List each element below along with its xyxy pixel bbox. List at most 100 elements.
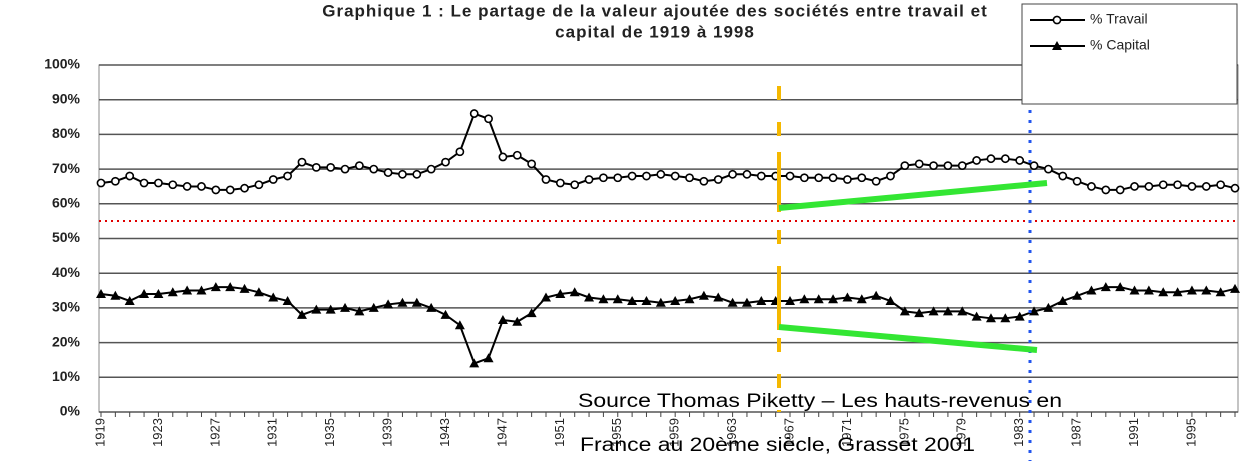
point (1130, 182, 1139, 191)
point (412, 169, 422, 179)
y-tick-label: 90% (52, 90, 81, 106)
point (570, 180, 580, 190)
point (1072, 176, 1082, 186)
point (340, 302, 351, 312)
point (296, 309, 307, 319)
point (1100, 282, 1111, 292)
point (1115, 185, 1125, 195)
point (282, 295, 293, 305)
point (871, 290, 882, 300)
point (685, 173, 694, 183)
y-tick-label: 80% (52, 125, 81, 141)
point (1172, 287, 1183, 297)
point (698, 290, 709, 300)
point (526, 308, 537, 318)
point (727, 297, 738, 307)
point (354, 306, 365, 316)
x-tick-label: 1939 (380, 418, 395, 447)
point (828, 294, 839, 304)
point (383, 168, 393, 177)
point (1014, 311, 1025, 321)
point (627, 295, 638, 305)
trend-line (778, 324, 1038, 353)
point (957, 161, 967, 171)
source-note: Source Thomas Piketty – Les hauts-revenu… (578, 391, 1062, 412)
x-tick-label: 1971 (839, 418, 854, 447)
point (713, 292, 724, 302)
y-tick-label: 50% (52, 229, 81, 245)
x-tick-label: 1955 (609, 418, 624, 447)
point (929, 161, 938, 171)
point (871, 176, 881, 186)
point (742, 169, 752, 179)
point (1043, 302, 1054, 312)
y-tick-label: 30% (52, 299, 81, 315)
point (1000, 313, 1011, 323)
point (584, 292, 595, 302)
point (239, 283, 250, 293)
source-note: France au 20ème siècle, Grasset 2001 (580, 435, 975, 456)
point (426, 164, 436, 174)
point (1043, 164, 1053, 174)
point (642, 171, 651, 181)
point (340, 164, 350, 174)
point (397, 297, 408, 307)
point (1186, 285, 1197, 295)
point (254, 180, 264, 190)
point (441, 157, 450, 167)
point (540, 292, 551, 302)
point (1101, 185, 1111, 195)
point (1158, 287, 1169, 297)
marks (96, 109, 1240, 368)
point (541, 175, 551, 184)
point (1058, 171, 1068, 181)
point (1052, 15, 1062, 25)
point (325, 304, 336, 314)
point (124, 295, 135, 305)
point (756, 295, 767, 305)
x-tick-label: 1947 (494, 418, 509, 447)
point (670, 171, 680, 181)
point (699, 176, 709, 186)
point (886, 171, 895, 181)
x-tick-label: 1943 (437, 418, 452, 447)
point (741, 297, 752, 307)
y-tick-label: 70% (52, 160, 81, 176)
point (1144, 182, 1154, 191)
point (1158, 180, 1168, 190)
point (785, 171, 795, 181)
point (368, 302, 379, 312)
point (411, 297, 422, 307)
point (182, 285, 193, 295)
point (756, 171, 766, 181)
y-tick-label: 40% (52, 264, 81, 280)
point (1072, 290, 1083, 300)
point (110, 176, 120, 186)
y-tick-label: 0% (60, 403, 81, 419)
x-tick-label: 1987 (1069, 418, 1084, 447)
point (799, 294, 810, 304)
y-tick-label: 60% (52, 195, 81, 211)
x-tick-label: 1959 (667, 418, 682, 447)
point (1201, 182, 1211, 191)
point (1230, 183, 1240, 193)
point (928, 306, 939, 316)
point (1052, 41, 1062, 50)
point (268, 292, 279, 302)
x-tick-label: 1983 (1011, 418, 1026, 447)
point (670, 295, 681, 305)
legend-label: % Capital (1090, 37, 1150, 53)
point (555, 289, 566, 299)
point (96, 178, 106, 188)
point (828, 173, 838, 183)
point (713, 175, 723, 184)
point (354, 161, 364, 171)
point (1057, 295, 1068, 305)
point (814, 173, 824, 183)
x-tick-label: 1995 (1183, 418, 1198, 447)
point (139, 178, 149, 188)
point (369, 164, 379, 174)
point (1187, 182, 1197, 191)
point (139, 289, 150, 299)
